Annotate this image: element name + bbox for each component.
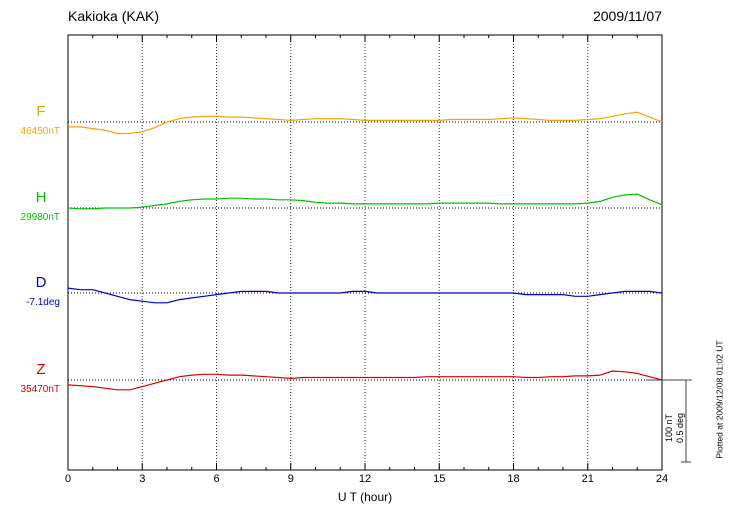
trace-Z [67, 370, 663, 391]
series-label-H: H [35, 189, 47, 206]
x-tick-label-21: 21 [581, 473, 594, 485]
series-label-F: F [36, 103, 46, 120]
x-tick-label-15: 15 [433, 473, 446, 485]
x-tick-label-3: 3 [139, 473, 146, 485]
scale-bar-nt-label: 100 nT [664, 413, 674, 443]
date-label: 2009/11/07 [592, 8, 662, 24]
station-title: Kakioka (KAK) [68, 8, 160, 24]
series-base-value-F: 46450nT [20, 126, 60, 137]
x-tick-label-0: 0 [64, 473, 72, 485]
plotted-at-note: Plotted at 2009/12/08 01:02 UT [714, 340, 725, 459]
series-base-value-D: -7.1deg [26, 297, 60, 308]
x-tick-label-9: 9 [287, 473, 294, 485]
trace-F [68, 111, 663, 135]
series-label-D: D [35, 274, 47, 291]
series-label-Z: Z [36, 361, 46, 378]
series-base-value-Z: 35470nT [20, 384, 60, 395]
x-tick-label-24: 24 [655, 473, 669, 485]
scale-bar-deg-label: 0.5 deg [675, 412, 685, 444]
trace-D [67, 287, 663, 304]
x-tick-label-12: 12 [358, 473, 372, 485]
series-base-value-H: 29980nT [20, 212, 60, 223]
x-axis-title: U T (hour) [337, 490, 393, 504]
x-tick-label-6: 6 [213, 473, 220, 485]
x-tick-label-18: 18 [507, 473, 520, 485]
trace-H [67, 193, 663, 210]
